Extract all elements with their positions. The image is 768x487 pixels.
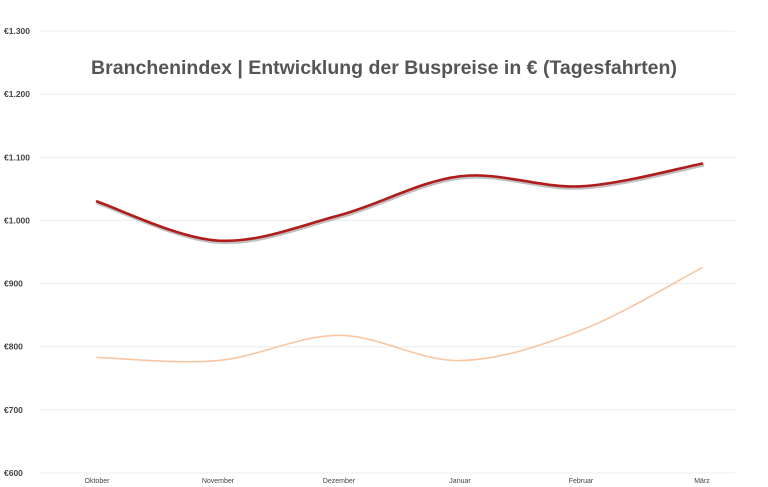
- x-tick-label: Dezember: [323, 478, 356, 485]
- x-tick-label: Oktober: [85, 478, 111, 485]
- y-tick-label: €1.100: [4, 152, 30, 162]
- chart-title: Branchenindex | Entwicklung der Buspreis…: [91, 57, 677, 79]
- y-tick-label: €700: [4, 405, 23, 415]
- x-tick-label: November: [202, 478, 235, 485]
- x-tick-label: Januar: [449, 478, 471, 485]
- y-tick-label: €1.200: [4, 89, 30, 99]
- series-line: [96, 266, 703, 363]
- y-tick-label: €900: [4, 279, 23, 289]
- x-axis-ticks: Oktober November Dezember Januar Februar März: [85, 478, 711, 485]
- series-line: [95, 162, 704, 243]
- x-tick-label: März: [694, 478, 710, 485]
- y-tick-label: €800: [4, 342, 23, 352]
- series-lines: [95, 162, 705, 363]
- y-tick-label: €1.300: [4, 26, 30, 36]
- y-tick-label: €1.000: [4, 215, 30, 225]
- gridlines: [40, 30, 735, 474]
- x-tick-label: Februar: [569, 478, 594, 485]
- y-tick-label: €600: [4, 468, 23, 478]
- series-line-shadow: [96, 163, 705, 245]
- y-axis-ticks: €600 €700 €800 €900 €1.000 €1.100 €1.200 €1.300: [4, 26, 30, 478]
